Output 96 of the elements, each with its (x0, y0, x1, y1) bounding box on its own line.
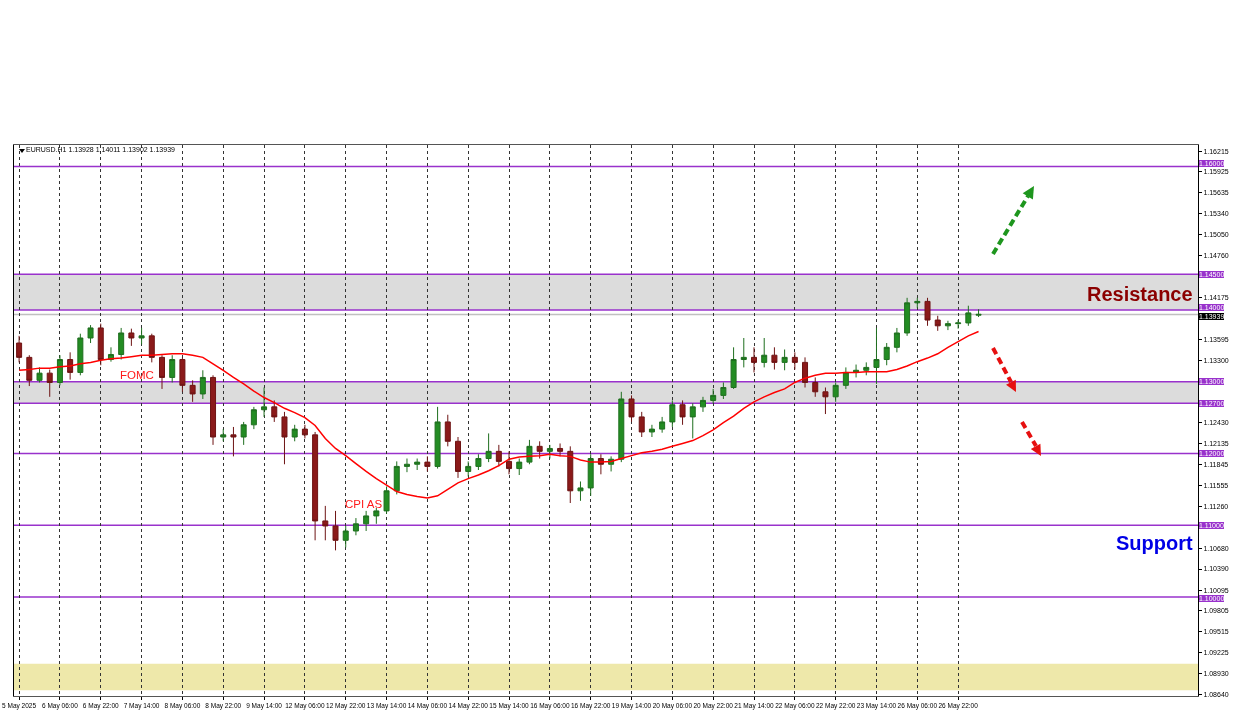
candlestick (230, 426, 237, 457)
candlestick (781, 348, 788, 371)
candlestick (730, 346, 737, 390)
candlestick (77, 333, 84, 376)
candlestick (638, 411, 645, 438)
candlestick (128, 328, 135, 347)
candlestick (434, 406, 441, 470)
annotation: Support (1116, 532, 1193, 554)
candlestick (342, 525, 349, 548)
candlestick (26, 354, 33, 387)
candlestick (669, 399, 676, 428)
candlestick (648, 424, 655, 438)
candlestick (975, 308, 982, 318)
candlestick (332, 510, 339, 551)
candlestick (893, 327, 900, 353)
candlestick (812, 376, 819, 398)
candlestick (46, 369, 53, 398)
candlestick (475, 453, 482, 471)
annotation: CPI AS (345, 498, 383, 510)
candlestick (261, 387, 268, 418)
candlestick (179, 356, 186, 393)
candlestick (250, 406, 257, 430)
candlestick (169, 354, 176, 383)
candlestick (771, 346, 778, 371)
candlestick (16, 335, 23, 363)
candlestick (924, 297, 931, 327)
candlestick (97, 323, 104, 366)
candlestick (557, 442, 564, 457)
candlestick (883, 342, 890, 366)
candlestick (424, 455, 431, 472)
candlestick (822, 387, 829, 415)
candlestick (506, 450, 513, 475)
candlestick (873, 327, 880, 385)
candlestick (291, 424, 298, 442)
candlestick (965, 305, 972, 327)
candlestick (934, 315, 941, 332)
candlestick (485, 432, 492, 463)
candlestick (904, 297, 911, 337)
candlestick (863, 361, 870, 376)
candlestick (516, 458, 523, 476)
candlestick (373, 507, 380, 525)
candlestick (36, 366, 43, 383)
candlestick (383, 486, 390, 515)
candlestick (546, 444, 553, 460)
candlestick (679, 399, 686, 426)
candlestick (740, 337, 747, 368)
annotation: FOMC (120, 369, 154, 381)
candlestick (199, 369, 206, 400)
candlestick (710, 388, 717, 404)
candlestick (628, 394, 635, 423)
candlestick (148, 333, 155, 363)
candlestick (281, 411, 288, 465)
candlestick (210, 374, 217, 446)
candlestick (618, 391, 625, 463)
candlestick (832, 381, 839, 403)
annotation: Resistance (1087, 283, 1193, 305)
candlestick (271, 399, 278, 423)
candlestick (240, 421, 247, 446)
candlestick (944, 320, 951, 331)
candlestick (955, 319, 962, 330)
candlestick (363, 510, 370, 532)
candlestick (159, 354, 165, 390)
candlestick (352, 517, 359, 536)
candlestick (495, 444, 502, 467)
candlestick (577, 480, 584, 502)
candlestick (220, 428, 227, 442)
candlestick (67, 351, 74, 381)
candlestick (403, 458, 410, 473)
candlestick (802, 356, 809, 388)
candlestick (914, 297, 921, 309)
candlestick (567, 445, 574, 504)
candlestick (444, 414, 451, 447)
candlestick (322, 505, 329, 541)
candlestick (87, 324, 94, 344)
candlestick (689, 402, 696, 439)
candlestick (587, 453, 594, 497)
candlestick (56, 354, 63, 386)
line-series (18, 330, 980, 499)
candlestick (414, 458, 421, 471)
candlestick (842, 366, 849, 390)
candlestick (699, 396, 706, 413)
candlestick (455, 436, 461, 479)
candlestick (118, 327, 125, 361)
candlestick (465, 460, 472, 477)
candlestick (312, 431, 319, 541)
candlestick (659, 416, 666, 434)
candlestick (189, 379, 196, 403)
candlestick (526, 439, 533, 465)
candlestick (751, 346, 757, 373)
candlestick (536, 440, 543, 460)
candlestick (393, 460, 400, 495)
candlestick (301, 424, 308, 439)
candlestick (720, 381, 727, 400)
candlestick (791, 351, 798, 371)
candlestick (138, 327, 145, 345)
candlestick (761, 337, 768, 368)
